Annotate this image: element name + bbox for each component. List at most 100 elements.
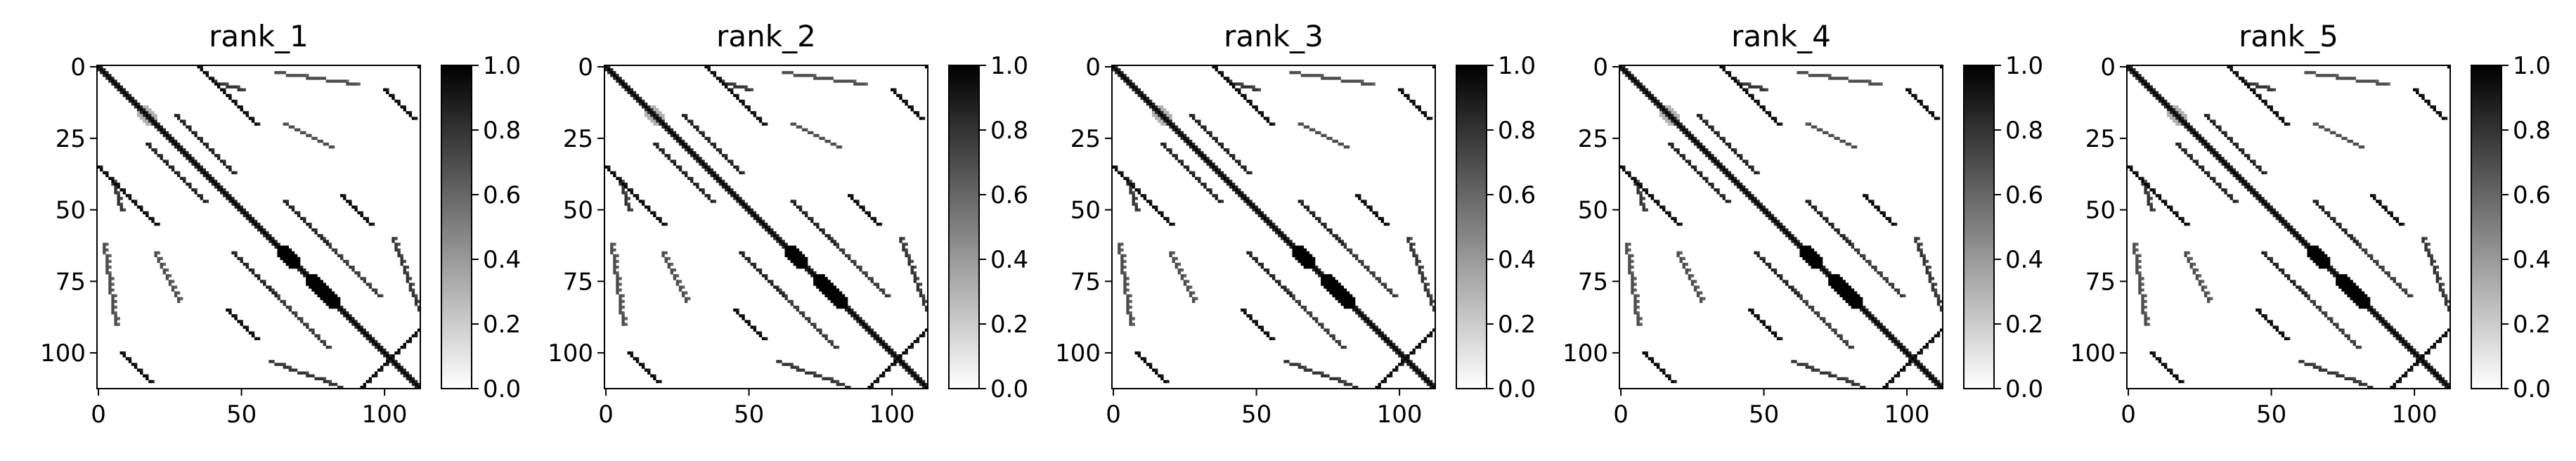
- heatmap-cell: [1140, 357, 1144, 361]
- heatmap-cell: [856, 202, 860, 206]
- heatmap-cell: [1823, 371, 1826, 375]
- heatmap-cell: [747, 320, 751, 323]
- heatmap-cell: [114, 85, 117, 89]
- heatmap-cell: [2352, 377, 2356, 381]
- heatmap-cell: [1306, 259, 1310, 264]
- heatmap-cell: [406, 111, 410, 115]
- heatmap-cell: [2318, 262, 2322, 266]
- heatmap-cell: [1386, 288, 1390, 292]
- heatmap-cell: [277, 251, 280, 254]
- heatmap-cell: [200, 194, 203, 197]
- y-tick-label: 25: [56, 125, 86, 153]
- heatmap-cell: [859, 317, 862, 320]
- heatmap-cell: [1931, 111, 1935, 115]
- heatmap-cell: [1782, 228, 1786, 232]
- heatmap-cell: [1934, 283, 1938, 286]
- heatmap-cell: [1423, 337, 1428, 341]
- heatmap-cell: [1364, 82, 1367, 86]
- heatmap-cell: [865, 271, 868, 275]
- heatmap-cell: [317, 280, 321, 283]
- heatmap-cell: [1711, 185, 1714, 189]
- heatmap-cell: [1808, 245, 1812, 249]
- heatmap-cell: [2444, 379, 2448, 384]
- heatmap-cell: [377, 345, 381, 349]
- heatmap-cell: [397, 248, 401, 252]
- heatmap-cell: [644, 102, 648, 106]
- heatmap-cell: [902, 351, 905, 355]
- heatmap-cell: [1845, 379, 1849, 384]
- heatmap-cell: [2358, 242, 2362, 246]
- heatmap-cell: [1636, 191, 1640, 195]
- heatmap-cell: [2281, 268, 2285, 272]
- heatmap-cell: [1123, 285, 1127, 289]
- heatmap-cell: [2341, 228, 2345, 232]
- heatmap-cell: [2275, 216, 2279, 221]
- heatmap-cell: [340, 194, 344, 197]
- heatmap-cell: [1679, 222, 1683, 226]
- heatmap-cell: [1257, 88, 1261, 91]
- heatmap-cell: [2170, 105, 2173, 109]
- heatmap-cell: [1369, 271, 1373, 275]
- heatmap-cell: [1260, 265, 1264, 269]
- heatmap-cell: [2206, 299, 2211, 304]
- heatmap-cell: [1699, 171, 1703, 174]
- heatmap-cell: [653, 108, 656, 112]
- heatmap-cell: [2324, 128, 2328, 131]
- heatmap-cell: [194, 162, 198, 166]
- heatmap-cell: [114, 188, 117, 192]
- y-tick-label: 100: [40, 339, 86, 368]
- heatmap-cell: [1183, 274, 1187, 278]
- heatmap-cell: [1934, 294, 1938, 298]
- heatmap-cell: [653, 377, 656, 381]
- heatmap-cell: [1172, 154, 1175, 157]
- heatmap-cell: [659, 148, 662, 152]
- heatmap-cell: [1853, 302, 1858, 306]
- heatmap-cell: [143, 374, 146, 378]
- heatmap-cell: [1297, 365, 1301, 369]
- heatmap-cell: [2161, 363, 2165, 366]
- heatmap-cell: [1917, 360, 1920, 363]
- heatmap-cell: [1776, 274, 1780, 278]
- heatmap-cell: [331, 291, 335, 294]
- heatmap-cell: [317, 77, 321, 80]
- heatmap-cell: [753, 262, 757, 266]
- heatmap-cell: [1406, 357, 1410, 361]
- heatmap-cell: [1126, 77, 1130, 80]
- heatmap-cell: [1257, 111, 1261, 115]
- heatmap-cell: [801, 211, 805, 214]
- heatmap-cell: [1312, 262, 1316, 266]
- heatmap-cell: [114, 305, 117, 309]
- heatmap-cell: [2447, 305, 2451, 309]
- heatmap-cell: [2355, 294, 2360, 298]
- heatmap-cell: [1329, 334, 1333, 338]
- heatmap-cell: [1372, 274, 1376, 278]
- heatmap-cell: [801, 74, 805, 77]
- heatmap-cell: [816, 77, 820, 80]
- heatmap-cell: [349, 314, 352, 318]
- heatmap-cell: [1819, 214, 1823, 218]
- heatmap-cell: [787, 71, 791, 74]
- heatmap-cell: [1799, 254, 1803, 258]
- heatmap-cell: [1816, 211, 1820, 214]
- heatmap-cell: [1389, 288, 1393, 292]
- heatmap-cell: [742, 200, 745, 203]
- heatmap-cell: [2221, 162, 2225, 166]
- heatmap-cell: [1856, 79, 1860, 83]
- heatmap-cell: [343, 197, 347, 200]
- heatmap-cell: [1748, 165, 1752, 169]
- heatmap-cell: [2158, 194, 2162, 197]
- heatmap-cell: [773, 285, 777, 289]
- heatmap-cell: [1834, 277, 1837, 280]
- heatmap-cell: [2326, 257, 2331, 261]
- heatmap-cell: [768, 280, 771, 283]
- heatmap-cell: [733, 165, 737, 169]
- heatmap-cell: [2198, 165, 2202, 169]
- heatmap-cell: [758, 216, 763, 221]
- heatmap-cell: [2352, 297, 2356, 301]
- heatmap-cell: [1877, 320, 1880, 323]
- heatmap-cell: [1631, 271, 1634, 275]
- heatmap-cell: [1358, 314, 1361, 318]
- heatmap-cell: [1662, 208, 1666, 212]
- heatmap-cell: [753, 114, 757, 117]
- heatmap-cell: [893, 360, 897, 363]
